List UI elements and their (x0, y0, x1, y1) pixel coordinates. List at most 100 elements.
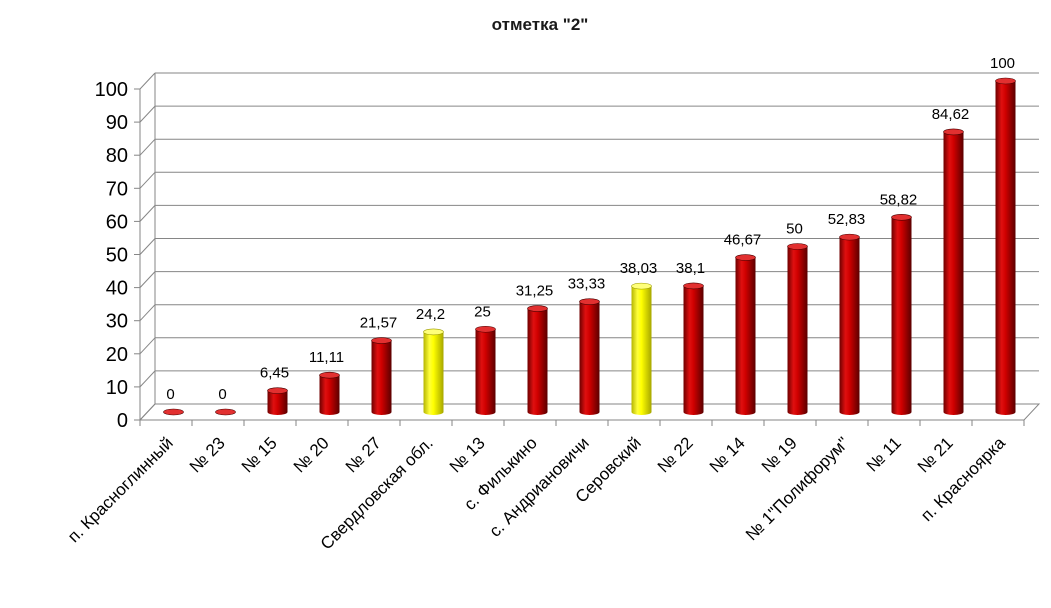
bar (943, 128, 964, 416)
bar (267, 387, 288, 416)
x-axis: п. Красноглинный № 23 № 15 № 20 № 27Свердлов… (64, 403, 1041, 553)
y-tick-label: 100 (95, 79, 128, 101)
bar-body (319, 375, 340, 416)
x-tick-label: п. Красноглинный (64, 433, 177, 546)
bar (579, 298, 600, 416)
data-label: 33,33 (568, 276, 606, 293)
bar-top (891, 214, 912, 221)
bar (683, 282, 704, 416)
bar-top (943, 128, 964, 136)
data-label: 31,25 (516, 283, 554, 300)
bars (163, 77, 1016, 416)
y-tick-label: 0 (117, 410, 128, 432)
data-label: 52,83 (828, 211, 866, 228)
data-label: 24,2 (416, 306, 445, 323)
bar-body (735, 257, 756, 416)
gridline-diag (139, 238, 156, 255)
bar (891, 214, 912, 416)
x-tick-label: № 19 (758, 433, 801, 476)
gridline-diag (139, 304, 156, 322)
bar-body (631, 286, 652, 416)
y-tick-label: 60 (106, 211, 128, 233)
bar-top (267, 387, 288, 394)
gridline-diag (139, 205, 156, 222)
data-label: 58,82 (880, 191, 918, 208)
bar (163, 408, 184, 416)
bar-body (267, 390, 288, 416)
gridline-diag (139, 271, 156, 288)
x-tick-label: № 21 (914, 433, 957, 476)
bar-body (527, 308, 548, 416)
y-axis: 0 10 20 30 40 50 60 70 80 90 100 (95, 73, 156, 432)
data-label: 25 (474, 303, 491, 320)
y-tick-label: 20 (106, 344, 128, 366)
data-label: 11,11 (309, 349, 344, 366)
x-tick-label: № 15 (238, 433, 281, 476)
x-tick-label: № 13 (446, 433, 489, 476)
bar-top (735, 254, 756, 261)
bar-top (631, 282, 652, 290)
bar-top (579, 298, 600, 305)
bar (631, 282, 652, 416)
data-label: 0 (218, 386, 226, 403)
bar-top (423, 328, 444, 336)
bar-body (995, 81, 1016, 416)
bar-body (787, 246, 808, 416)
y-tick-label: 50 (106, 245, 128, 267)
bar-top (995, 77, 1016, 85)
data-labels: 0 0 6,45 11,11 21,57 24,2 25 31,25 33,33 38,03 38,… (166, 55, 1015, 403)
bar-body (475, 329, 496, 416)
data-label: 50 (786, 221, 803, 238)
data-label: 21,57 (360, 315, 398, 332)
gridline-diag (139, 72, 156, 90)
gridline-diag (139, 138, 156, 156)
x-tick-label: № 22 (654, 433, 697, 476)
data-label: 6,45 (260, 365, 289, 382)
gridline-diag (139, 370, 156, 388)
bar-top (371, 337, 392, 344)
x-tick-label: № 23 (186, 433, 229, 476)
bar-body (891, 217, 912, 416)
bar (423, 328, 444, 416)
bar (995, 77, 1016, 416)
bar-body (423, 331, 444, 416)
gridline-diag (139, 105, 156, 123)
bar-top (787, 243, 808, 250)
bar-top (215, 408, 236, 416)
bar-top (683, 282, 704, 290)
bar-body (683, 285, 704, 416)
bar-top (163, 408, 184, 416)
bar (319, 371, 340, 416)
data-label: 38,03 (620, 260, 658, 277)
x-tick-label: № 11 (863, 433, 905, 475)
bar-body (943, 131, 964, 416)
data-label: 100 (990, 55, 1015, 72)
chart-floor (138, 403, 1041, 421)
y-tick-label: 70 (106, 178, 128, 200)
bar-top (475, 325, 496, 333)
bar (371, 337, 392, 416)
bar (527, 305, 548, 416)
bar-body (839, 237, 860, 416)
bar (735, 254, 756, 416)
y-tick-label: 90 (106, 112, 128, 134)
x-tick-label: № 20 (290, 433, 333, 476)
bar-top (319, 371, 340, 379)
data-label: 38,1 (676, 260, 705, 277)
y-tick-label: 40 (106, 278, 128, 300)
data-label: 84,62 (932, 106, 970, 123)
bar (215, 408, 236, 416)
bar (839, 233, 860, 416)
gridline-diag (139, 337, 156, 355)
x-tick-label: № 27 (342, 433, 385, 476)
bar-body (579, 301, 600, 416)
y-tick-label: 10 (106, 377, 128, 399)
y-tick-label: 30 (106, 311, 128, 333)
data-label: 0 (166, 386, 174, 403)
bar-body (371, 340, 392, 416)
x-tick-label: № 14 (706, 433, 749, 476)
bar-top (839, 233, 860, 241)
bar (475, 325, 496, 416)
y-tick-label: 80 (106, 145, 128, 167)
